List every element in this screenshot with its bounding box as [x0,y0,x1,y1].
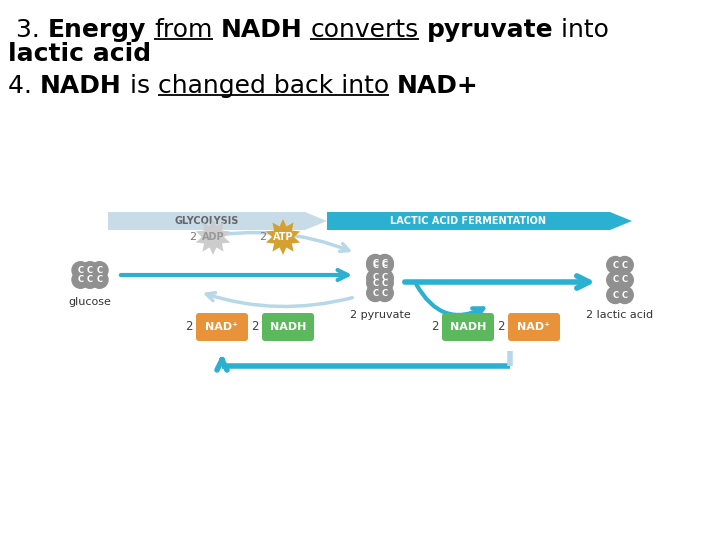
Text: is: is [122,74,158,98]
Text: NAD⁺: NAD⁺ [518,322,551,332]
Text: 3.: 3. [8,18,48,42]
Text: C: C [612,260,618,269]
FancyBboxPatch shape [442,313,494,341]
Text: into: into [553,18,609,42]
Text: 2: 2 [251,321,259,334]
Circle shape [366,254,384,272]
Circle shape [91,262,108,279]
Text: NADH: NADH [220,18,302,42]
Text: C: C [382,279,388,287]
FancyBboxPatch shape [262,313,314,341]
Text: NAD⁺: NAD⁺ [205,322,238,332]
Text: ADP: ADP [202,232,225,242]
Text: C: C [382,260,388,269]
Text: ATP: ATP [273,232,293,242]
Text: C: C [612,275,618,285]
Text: C: C [96,275,102,284]
Text: NADH: NADH [270,322,306,332]
Text: lactic acid: lactic acid [8,42,151,66]
Circle shape [616,287,634,303]
Circle shape [377,269,393,287]
Circle shape [366,285,384,301]
Text: Energy: Energy [48,18,146,42]
FancyBboxPatch shape [508,313,560,341]
Polygon shape [327,212,632,230]
Text: LACTIC ACID FERMENTATION: LACTIC ACID FERMENTATION [390,216,546,226]
Text: C: C [372,279,378,287]
Text: glucose: glucose [68,297,112,307]
Circle shape [366,269,384,287]
Circle shape [377,256,393,273]
Polygon shape [266,219,300,255]
Circle shape [72,262,89,279]
FancyBboxPatch shape [196,313,248,341]
Text: C: C [372,273,378,282]
Text: 4.: 4. [8,74,40,98]
Text: from: from [154,18,212,42]
Circle shape [91,271,108,288]
Text: C: C [382,273,388,282]
Text: NADH: NADH [40,74,122,98]
Circle shape [72,271,89,288]
Text: C: C [621,260,628,269]
Circle shape [81,262,99,279]
Circle shape [81,271,99,288]
Circle shape [607,287,624,303]
Text: converts: converts [310,18,418,42]
Text: C: C [96,266,102,275]
Text: C: C [87,266,93,275]
Text: C: C [382,259,388,267]
Text: 2: 2 [259,232,266,242]
Polygon shape [196,219,230,255]
Circle shape [616,272,634,288]
Text: 2 lactic acid: 2 lactic acid [586,310,654,320]
Text: C: C [372,288,378,298]
Text: GLYCOLYSIS: GLYCOLYSIS [174,216,239,226]
Text: 2: 2 [189,232,196,242]
Text: changed back into: changed back into [158,74,389,98]
Text: 2: 2 [431,321,439,334]
Text: 2 pyruvate: 2 pyruvate [350,310,410,320]
Circle shape [377,285,393,301]
Text: 2: 2 [186,321,193,334]
Text: pyruvate: pyruvate [427,18,553,42]
Text: NAD+: NAD+ [397,74,479,98]
Circle shape [607,272,624,288]
Text: C: C [621,275,628,285]
Circle shape [607,256,624,273]
Text: C: C [372,260,378,269]
Polygon shape [108,212,327,230]
Text: C: C [78,266,84,275]
Circle shape [366,274,384,292]
Text: NADH: NADH [450,322,486,332]
Circle shape [377,254,393,272]
Text: C: C [87,275,93,284]
Text: 2: 2 [498,321,505,334]
Circle shape [366,256,384,273]
Text: C: C [372,259,378,267]
Circle shape [377,274,393,292]
Circle shape [616,256,634,273]
Text: C: C [612,291,618,300]
Text: C: C [78,275,84,284]
Text: C: C [382,288,388,298]
Text: C: C [621,291,628,300]
